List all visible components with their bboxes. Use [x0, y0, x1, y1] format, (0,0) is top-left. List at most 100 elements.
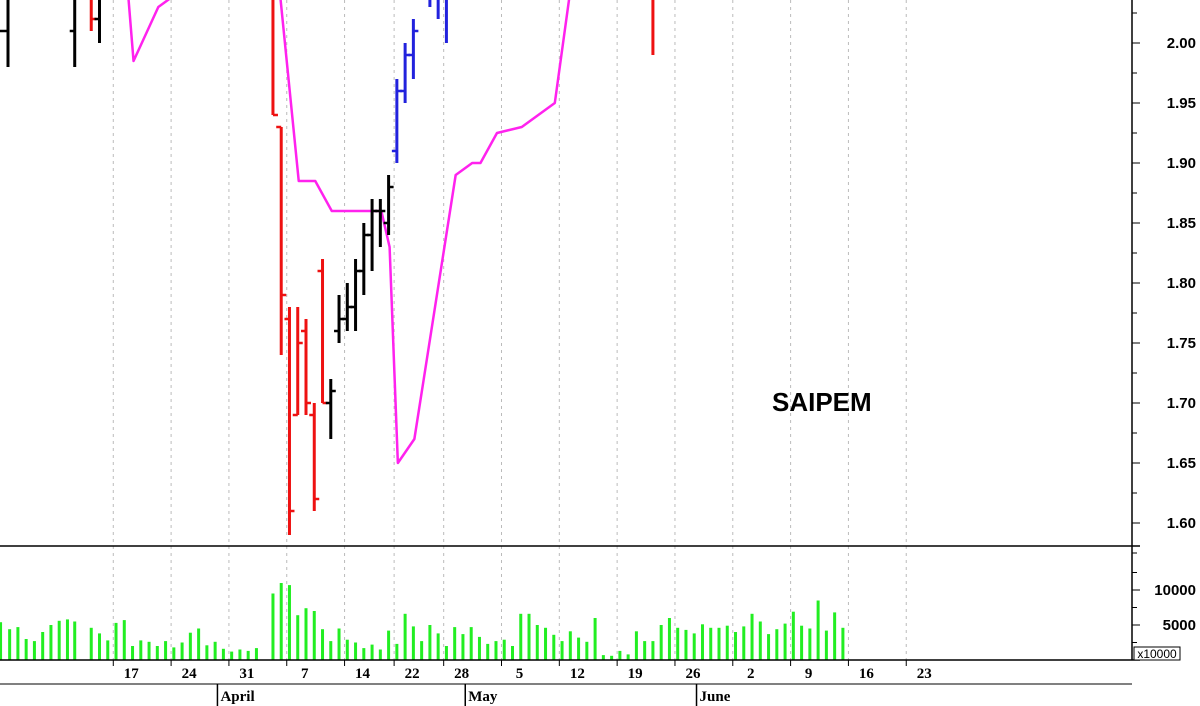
volume-bar [139, 640, 143, 660]
price-grid [112, 0, 907, 660]
volume-bar [486, 643, 490, 660]
date-tick-label: 19 [628, 666, 643, 682]
price-bar [292, 307, 303, 417]
volume-bar [692, 633, 696, 660]
volume-bar [106, 640, 110, 660]
volume-bar [296, 615, 300, 660]
price-bar [428, 0, 432, 7]
price-bar [444, 0, 448, 43]
price-bar [317, 259, 328, 405]
volume-bar [164, 641, 168, 660]
volume-bar [378, 649, 382, 660]
volume-bar [428, 625, 432, 660]
volume-bar [180, 642, 184, 660]
volume-bar [676, 627, 680, 660]
volume-bar [279, 583, 283, 660]
stop-line [127, 0, 571, 465]
volume-bar [453, 627, 457, 660]
price-tick-label: 1.90 [1167, 155, 1196, 172]
volume-bar [387, 630, 391, 660]
volume-bar [436, 633, 440, 660]
volume-bar [312, 611, 316, 660]
volume-bar [49, 625, 53, 660]
price-tick-label: 1.85 [1167, 215, 1196, 232]
date-tick-label: 22 [405, 666, 420, 682]
volume-bar [8, 629, 12, 660]
price-bars [0, 0, 655, 535]
volume-bar [734, 632, 738, 660]
price-bar [94, 0, 101, 43]
stop-line-layer [127, 0, 571, 465]
date-tick-label: 12 [570, 666, 585, 682]
volume-bar [24, 639, 28, 660]
volume-bar [197, 628, 201, 660]
price-tick-label: 1.65 [1167, 455, 1196, 472]
volume-bar [172, 647, 176, 660]
price-bar [271, 0, 278, 117]
volume-bar [618, 650, 622, 660]
volume-bar [502, 639, 506, 660]
date-tick-label: 24 [182, 666, 198, 682]
volume-bar [634, 631, 638, 660]
volume-bar [833, 612, 837, 660]
volume-bar [411, 626, 415, 660]
date-tick-label: 17 [124, 666, 140, 682]
date-tick-label: 2 [747, 666, 755, 682]
volume-bar [552, 634, 556, 660]
volume-bar [16, 627, 20, 660]
volume-bar [767, 634, 771, 660]
volume-bar [271, 593, 275, 660]
volume-bar [230, 651, 234, 660]
price-bar [408, 19, 419, 79]
price-bar [301, 319, 311, 415]
volume-bar [750, 613, 754, 660]
volume-bar [65, 619, 69, 660]
volume-bar [477, 636, 481, 660]
month-label: June [700, 689, 731, 705]
volume-bar [444, 646, 448, 660]
volume-bar [403, 613, 407, 660]
date-tick-label: 16 [859, 666, 875, 682]
volume-bar [783, 623, 787, 660]
volume-bar [841, 627, 845, 660]
month-label: May [468, 689, 498, 705]
price-tick-label: 1.70 [1167, 395, 1196, 412]
volume-bar [667, 618, 671, 660]
volume-bar [601, 655, 605, 660]
volume-bar [758, 621, 762, 660]
volume-bar [519, 613, 523, 660]
date-tick-label: 26 [685, 666, 701, 682]
date-tick-label: 9 [805, 666, 813, 682]
price-bar [309, 403, 320, 511]
price-tick-label: 1.80 [1167, 275, 1196, 292]
price-bar [651, 0, 655, 55]
volume-bar [41, 632, 45, 660]
volume-bar [585, 641, 589, 660]
volume-bar [610, 655, 614, 660]
price-bar [89, 0, 97, 31]
volume-bar [709, 627, 713, 660]
volume-bar [354, 642, 358, 660]
price-bar [276, 125, 287, 355]
volume-bar [816, 600, 820, 660]
volume-bar [511, 646, 514, 660]
volume-bar [593, 618, 597, 660]
chart-title: SAIPEM [772, 387, 872, 417]
volume-bar [469, 627, 473, 660]
volume-unit-box [1133, 646, 1181, 661]
date-tick-label: 14 [355, 666, 371, 682]
volume-bar [527, 613, 531, 660]
volume-bar [643, 641, 647, 660]
volume-bar [370, 644, 374, 660]
volume-bar [238, 649, 242, 660]
date-tick-label: 5 [516, 666, 524, 682]
volume-bar [626, 654, 630, 660]
price-bar [400, 43, 411, 103]
volume-bar [329, 641, 333, 660]
volume-bar [73, 621, 77, 660]
date-tick-label: 28 [454, 666, 469, 682]
volume-bar [717, 627, 721, 660]
price-tick-label: 1.75 [1167, 335, 1196, 352]
